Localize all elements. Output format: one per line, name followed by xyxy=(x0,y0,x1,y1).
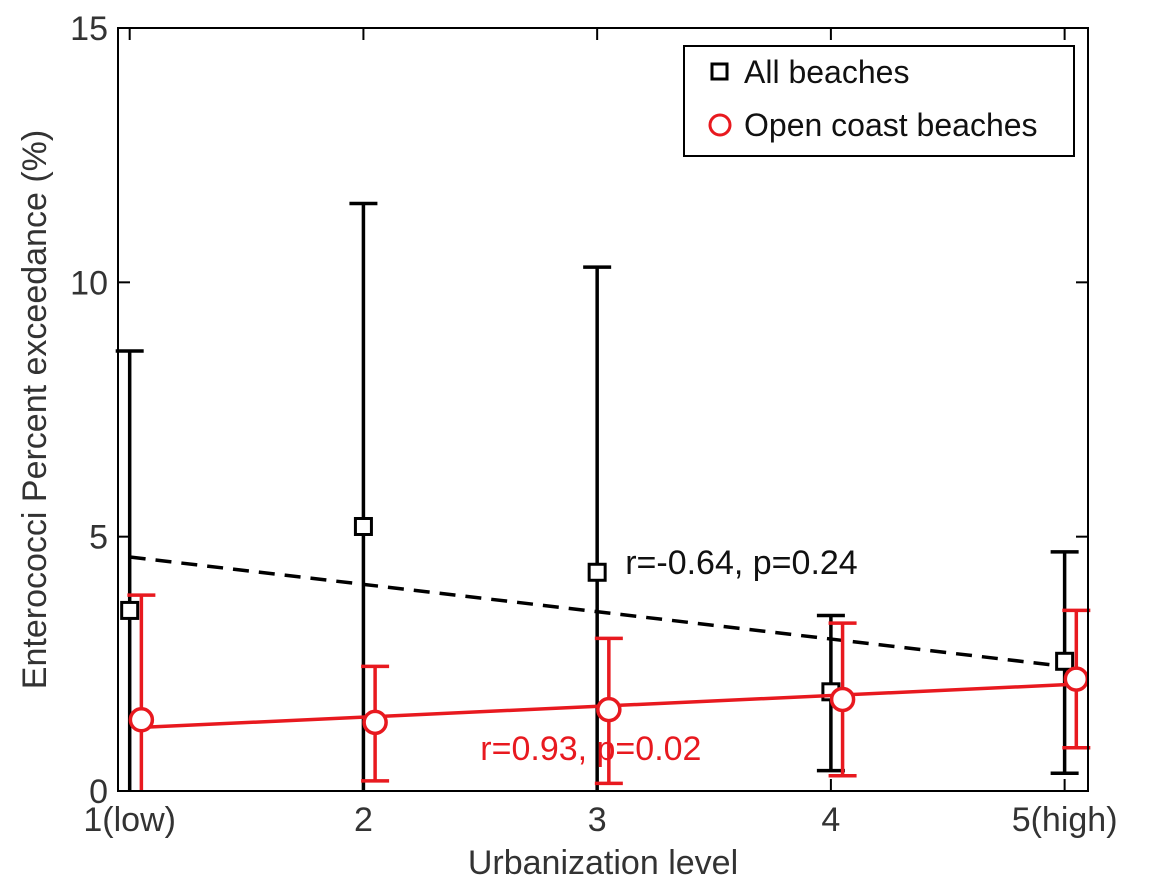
series-all-beaches: r=-0.64, p=0.24 xyxy=(115,201,1079,791)
x-tick-label: 4 xyxy=(821,801,840,839)
x-tick-label: 3 xyxy=(588,801,607,839)
data-point xyxy=(596,696,622,723)
y-tick-label: 15 xyxy=(70,10,108,48)
legend-marker-all-beaches xyxy=(710,62,729,81)
data-point xyxy=(587,562,607,582)
series-layer: r=-0.64, p=0.24 r=0.93, p=0.02 xyxy=(115,201,1091,791)
series-open-coast-beaches: r=0.93, p=0.02 xyxy=(127,593,1091,791)
data-point xyxy=(120,600,140,620)
plot-frame xyxy=(117,27,1089,792)
data-point xyxy=(128,707,155,733)
fit-annotation: r=-0.64, p=0.24 xyxy=(625,544,858,582)
data-point xyxy=(1055,651,1075,671)
legend-box xyxy=(683,45,1075,157)
legend-label-all-beaches: All beaches xyxy=(744,54,909,90)
y-tick-label: 0 xyxy=(89,773,108,811)
y-axis-title: Enterococci Percent exceedance (%) xyxy=(16,130,54,689)
x-tick-label: 5(high) xyxy=(1012,801,1118,839)
y-tick-label: 5 xyxy=(89,519,108,557)
fit-annotation: r=0.93, p=0.02 xyxy=(480,730,701,768)
legend: All beaches Open coast beaches xyxy=(683,45,1075,157)
legend-label-open-coast-beaches: Open coast beaches xyxy=(744,107,1038,143)
x-axis-title: Urbanization level xyxy=(468,844,738,882)
x-tick-label: 1(low) xyxy=(83,801,176,839)
data-point xyxy=(829,686,856,713)
legend-marker-open-coast-beaches xyxy=(708,113,732,137)
data-point xyxy=(362,709,388,736)
x-tick-label: 2 xyxy=(354,801,373,839)
data-point xyxy=(1063,666,1090,692)
data-point xyxy=(353,516,373,536)
y-tick-label: 10 xyxy=(70,264,108,302)
